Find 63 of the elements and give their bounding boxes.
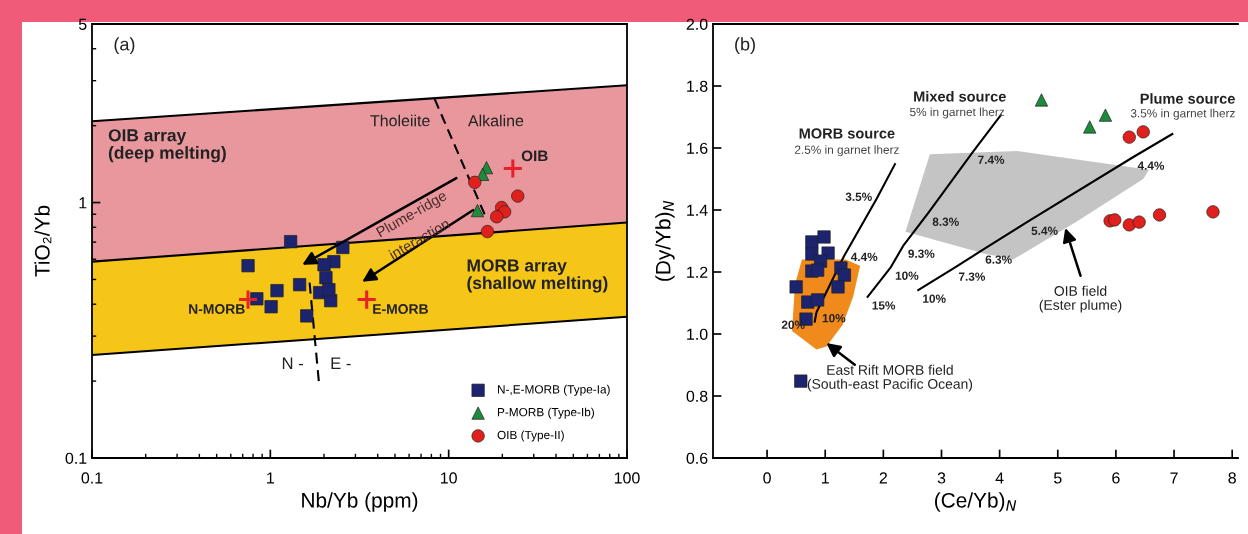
annotation: E - bbox=[331, 357, 351, 369]
annotation: Alkaline bbox=[467, 114, 524, 127]
y-tick-label: 1.8 bbox=[687, 80, 708, 92]
annotation: N - bbox=[282, 357, 303, 369]
annotation: 10% bbox=[895, 271, 919, 280]
annotation: 4.4% bbox=[1137, 161, 1165, 170]
annotation: Mixed source bbox=[914, 90, 1006, 102]
legend-label: OIB (Type-II) bbox=[497, 430, 564, 442]
y-axis-title: (Dy/Yb)$_{N}$ bbox=[655, 200, 675, 281]
annotation: (b) bbox=[735, 37, 755, 55]
x-tick-label: 8 bbox=[1228, 472, 1236, 484]
annotation: 20% bbox=[781, 320, 805, 329]
x-axis-title: (Ce/Yb)$_{N}$ bbox=[935, 492, 1017, 512]
y-tick-label: 1.4 bbox=[687, 204, 708, 216]
y-tick-label: 1.6 bbox=[687, 142, 708, 154]
y-tick-label: 5 bbox=[78, 18, 87, 30]
annotation: East Rift MORB field (South-east Pacific Ocean) bbox=[807, 364, 973, 392]
annotation: 4.4% bbox=[850, 252, 878, 262]
legend-label: P-MORB (Type-Ib) bbox=[497, 407, 595, 419]
annotation: OIB bbox=[521, 150, 548, 162]
x-tick-label: 2 bbox=[879, 472, 887, 484]
annotation: OIB array (deep melting) bbox=[108, 129, 226, 163]
annotation: 10% bbox=[923, 294, 946, 303]
y-tick-label: 1.2 bbox=[687, 266, 708, 278]
annotation: 2.5% in garnet lherz bbox=[794, 145, 899, 157]
annotation: 10% bbox=[822, 314, 846, 323]
x-tick-label: 5 bbox=[1053, 472, 1062, 484]
x-axis-title: Nb/Yb (ppm) bbox=[302, 492, 418, 512]
x-tick-label: 4 bbox=[995, 472, 1004, 484]
annotation: 9.3% bbox=[908, 249, 935, 258]
x-tick-label: 1 bbox=[267, 472, 274, 484]
annotation: Tholeiite bbox=[370, 114, 430, 127]
annotation: 3.5% in garnet lherz bbox=[1130, 108, 1235, 120]
annotation: N-MORB bbox=[189, 304, 245, 314]
annotation: 5.4% bbox=[1031, 226, 1058, 235]
y-tick-label: 2.0 bbox=[686, 18, 708, 30]
annotation: (a) bbox=[114, 37, 135, 55]
x-tick-label: 3 bbox=[937, 472, 946, 484]
annotation: 6.3% bbox=[985, 255, 1012, 264]
x-tick-label: 7 bbox=[1170, 472, 1178, 484]
annotation: MORB array (shallow melting) bbox=[467, 259, 608, 293]
x-tick-label: 6 bbox=[1112, 472, 1120, 484]
y-axis-title: TiO₂/Yb bbox=[34, 205, 52, 277]
y-tick-label: 0.6 bbox=[686, 452, 708, 464]
annotation: OIB field (Ester plume) bbox=[1039, 285, 1122, 313]
annotation: 3.5% bbox=[845, 192, 872, 201]
x-tick-label: 100 bbox=[614, 472, 640, 484]
annotation: E-MORB bbox=[373, 304, 428, 314]
annotation: 15% bbox=[872, 301, 896, 310]
y-tick-label: 0.8 bbox=[686, 390, 708, 402]
y-tick-label: 1 bbox=[79, 197, 87, 209]
annotation: 7.3% bbox=[958, 272, 986, 281]
annotation: Plume source bbox=[1140, 93, 1235, 104]
x-tick-label: 10 bbox=[441, 472, 457, 484]
legend-label: N-,E-MORB (Type-Ia) bbox=[497, 384, 610, 396]
annotation: 5% in garnet lherz bbox=[910, 107, 1005, 119]
x-tick-label: 0 bbox=[763, 472, 771, 484]
y-tick-label: 1.0 bbox=[687, 328, 708, 340]
annotation: MORB source bbox=[799, 128, 895, 139]
annotation: 7.4% bbox=[978, 155, 1005, 164]
annotation: 8.3% bbox=[932, 217, 959, 226]
x-tick-label: 1 bbox=[821, 472, 829, 484]
y-tick-label: 0.1 bbox=[65, 452, 87, 464]
